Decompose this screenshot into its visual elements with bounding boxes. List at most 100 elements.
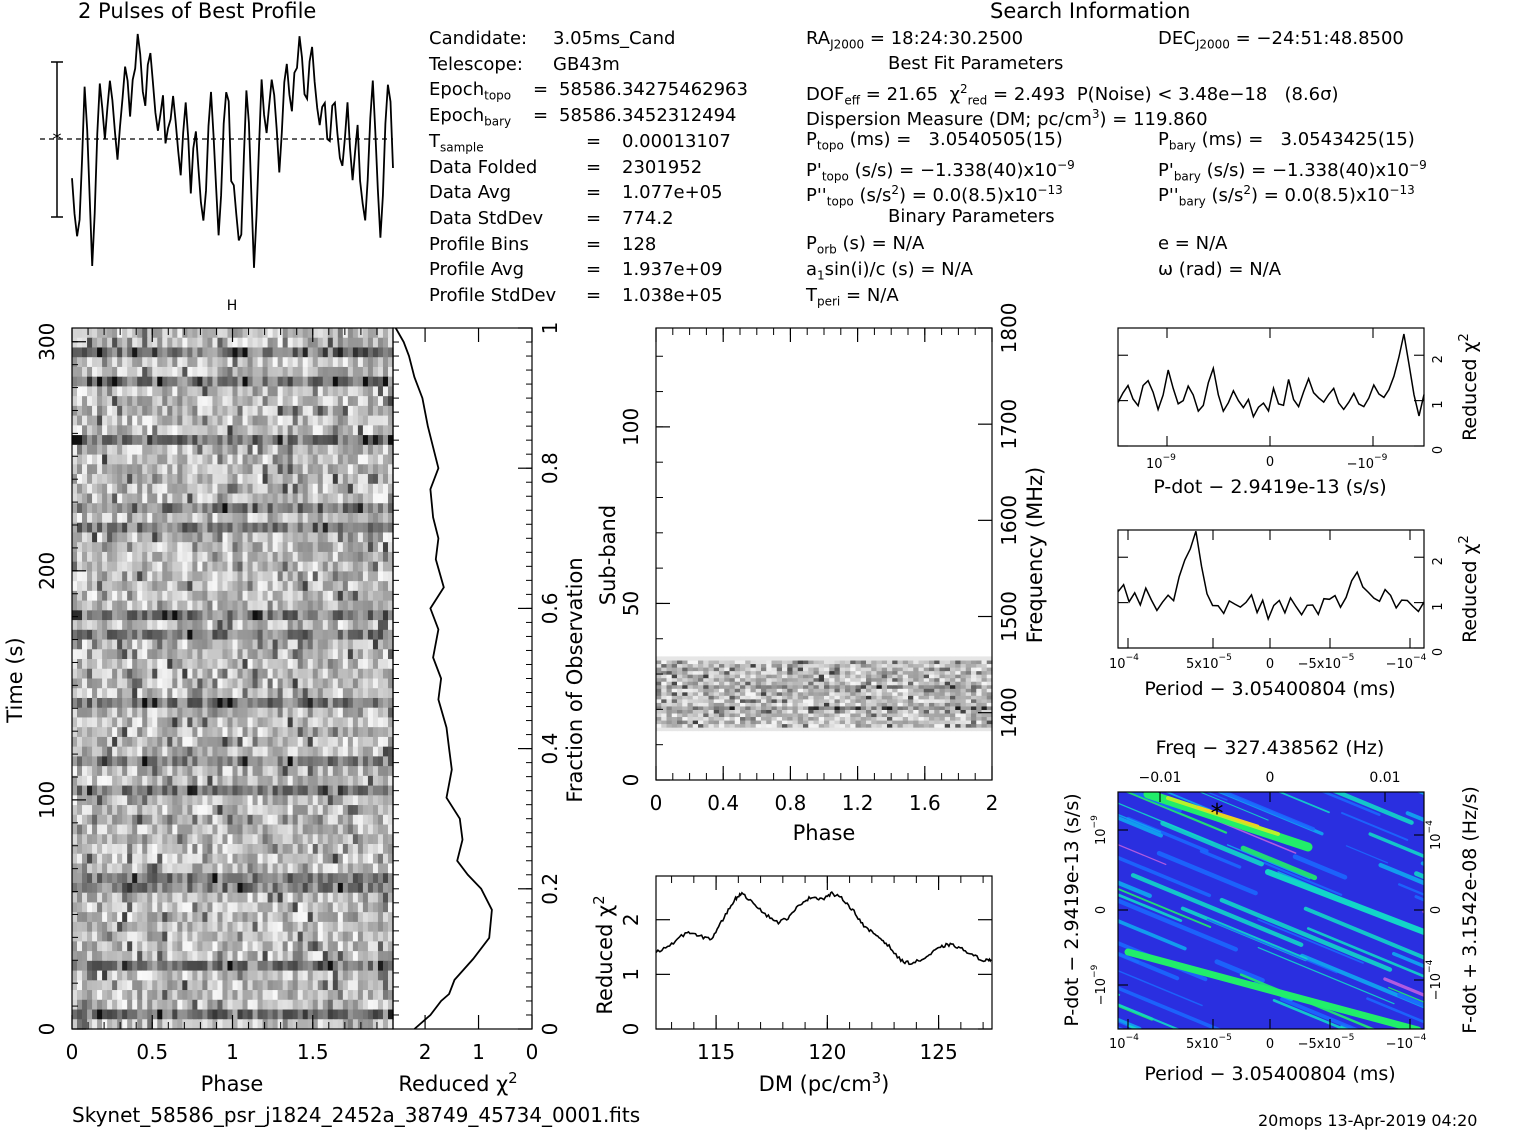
time-phase-cell	[187, 892, 193, 904]
time-phase-cell	[277, 775, 284, 787]
time-phase-cell	[247, 863, 254, 874]
time-phase-cell	[272, 785, 279, 796]
time-phase-cell	[162, 746, 168, 757]
time-phase-cell	[357, 522, 364, 534]
time-phase-cell	[297, 834, 304, 845]
time-phase-cell	[117, 415, 123, 426]
time-phase-cell	[137, 571, 143, 582]
time-phase-cell	[282, 717, 289, 728]
time-phase-cell	[282, 999, 289, 1011]
time-phase-cell	[182, 435, 188, 446]
time-phase-cell	[117, 629, 123, 641]
time-phase-cell	[277, 892, 284, 904]
time-phase-cell	[277, 688, 284, 699]
time-phase-cell	[267, 960, 274, 972]
time-phase-cell	[317, 824, 324, 835]
time-phase-cell	[287, 717, 294, 728]
time-phase-cell	[257, 483, 264, 495]
time-phase-cell	[152, 834, 158, 845]
time-phase-cell	[192, 366, 198, 378]
subband-cell	[771, 719, 778, 725]
time-phase-cell	[232, 912, 239, 923]
time-phase-cell	[302, 532, 309, 543]
time-phase-cell	[112, 435, 118, 446]
time-phase-cell	[82, 376, 88, 388]
time-phase-cell	[157, 396, 163, 407]
time-phase-cell	[367, 328, 374, 339]
time-phase-cell	[137, 551, 143, 563]
time-phase-cell	[127, 1019, 133, 1030]
time-phase-cell	[292, 775, 299, 787]
time-phase-cell	[347, 668, 354, 680]
time-phase-cell	[182, 522, 188, 534]
time-phase-cell	[92, 863, 98, 874]
time-phase-cell	[172, 931, 178, 942]
time-phase-cell	[202, 405, 209, 417]
time-phase-cell	[102, 386, 108, 397]
time-phase-cell	[377, 376, 384, 388]
time-phase-cell	[332, 863, 339, 874]
time-phase-cell	[107, 717, 113, 728]
time-phase-cell	[92, 503, 98, 514]
time-phase-cell	[287, 766, 294, 777]
time-phase-cell	[252, 912, 259, 923]
time-phase-cell	[157, 639, 163, 650]
time-phase-cell	[297, 493, 304, 504]
time-phase-cell	[92, 581, 98, 592]
time-phase-cell	[92, 785, 98, 796]
time-phase-cell	[327, 396, 334, 407]
time-phase-cell	[272, 1009, 279, 1020]
time-phase-cell	[112, 756, 118, 767]
time-phase-cell	[342, 912, 349, 923]
time-phase-cell	[87, 542, 93, 553]
time-phase-cell	[187, 444, 193, 456]
time-phase-cell	[382, 766, 389, 777]
time-phase-cell	[217, 357, 224, 368]
time-phase-cell	[277, 600, 284, 611]
time-phase-cell	[152, 347, 158, 358]
time-phase-cell	[147, 347, 153, 358]
time-phase-cell	[147, 717, 153, 728]
time-phase-cell	[212, 678, 219, 689]
time-phase-cell	[302, 435, 309, 446]
time-phase-cell	[177, 688, 183, 699]
time-phase-cell	[337, 902, 344, 913]
subband-cell	[713, 719, 720, 725]
time-phase-cell	[287, 444, 294, 456]
time-phase-cell	[297, 727, 304, 738]
time-phase-cell	[322, 697, 329, 709]
time-phase-cell	[202, 707, 209, 719]
time-phase-cell	[177, 435, 183, 446]
time-phase-cell	[317, 921, 324, 933]
time-phase-cell	[107, 980, 113, 991]
time-phase-cell	[167, 853, 173, 865]
time-phase-cell	[277, 376, 284, 388]
time-phase-cell	[352, 522, 359, 534]
time-phase-cell	[312, 844, 319, 855]
time-phase-cell	[197, 405, 204, 417]
time-phase-cell	[177, 610, 183, 621]
time-phase-cell	[272, 834, 279, 845]
time-phase-cell	[152, 746, 158, 757]
time-phase-cell	[377, 522, 384, 534]
time-phase-cell	[317, 960, 324, 972]
subband-cell	[661, 719, 668, 725]
time-phase-cell	[87, 688, 93, 699]
time-phase-cell	[182, 873, 188, 884]
time-phase-cell	[82, 561, 88, 573]
time-phase-cell	[367, 814, 374, 826]
time-phase-cell	[77, 746, 83, 757]
time-phase-cell	[172, 921, 178, 933]
time-phase-cell	[127, 931, 133, 942]
time-phase-cell	[352, 532, 359, 543]
time-phase-cell	[367, 1009, 374, 1020]
time-phase-cell	[352, 717, 359, 728]
time-phase-cell	[242, 425, 249, 436]
time-phase-cell	[347, 697, 354, 709]
time-phase-cell	[217, 951, 224, 962]
time-phase-cell	[132, 1009, 138, 1020]
time-phase-cell	[152, 668, 158, 680]
time-phase-cell	[352, 1019, 359, 1030]
subband-cell	[776, 727, 783, 732]
time-phase-cell	[107, 775, 113, 787]
